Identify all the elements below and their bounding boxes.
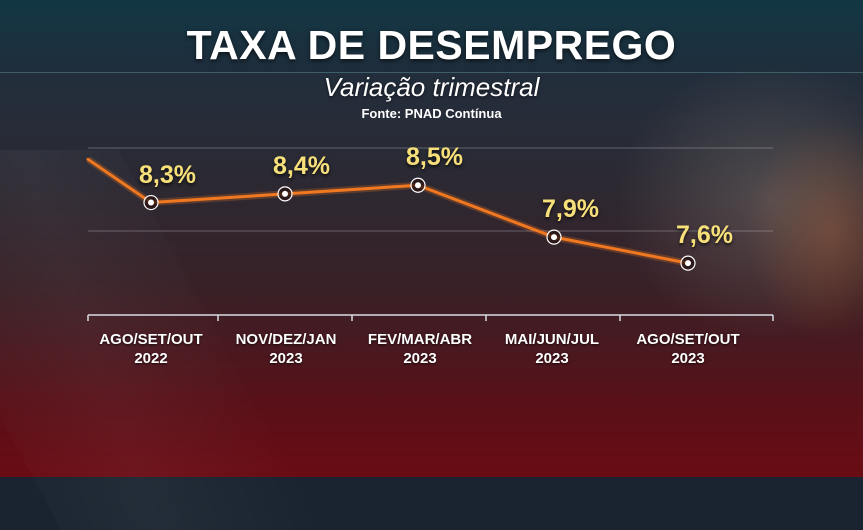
chart-subtitle: Variação trimestral [323,72,540,102]
data-point [148,199,154,206]
x-tick-label-period: MAI/JUN/JUL [504,331,600,348]
data-label: 7,6% [676,221,733,250]
x-tick-label-year: 2023 [535,350,569,367]
x-tick-label: MAI/JUN/JUL 2023 [487,330,617,368]
data-point [415,182,421,189]
background [0,0,863,477]
x-tick-label-year: 2023 [403,350,437,367]
x-tick-label-year: 2023 [671,350,705,367]
data-label: 8,5% [406,143,463,172]
data-point [551,234,557,241]
x-tick-label-period: NOV/DEZ/JAN [235,331,337,348]
series-line [86,156,690,267]
series-path [86,157,690,265]
x-tick-label-period: AGO/SET/OUT [99,331,203,348]
x-axis [87,314,774,321]
x-tick-label-period: AGO/SET/OUT [636,331,740,348]
data-point [685,260,691,267]
x-tick-label: AGO/SET/OUT 2023 [623,330,753,368]
x-tick-label-year: 2023 [269,350,303,367]
x-tick-label-year: 2022 [134,350,168,367]
data-points [143,177,696,271]
x-tick-label-period: FEV/MAR/ABR [367,331,473,348]
chart-title: TAXA DE DESEMPREGO [186,22,677,68]
x-tick-label: NOV/DEZ/JAN 2023 [221,330,351,368]
data-label: 8,4% [273,151,330,180]
title-band [0,0,863,73]
x-tick-label: AGO/SET/OUT 2022 [86,330,216,368]
data-point [282,190,288,197]
line-chart [86,147,774,321]
chart-source: Fonte: PNAD Contínua [361,106,502,121]
data-label: 8,3% [139,160,196,189]
x-tick-label: FEV/MAR/ABR 2023 [355,330,485,368]
gridlines [88,147,773,232]
data-label: 7,9% [542,195,599,224]
